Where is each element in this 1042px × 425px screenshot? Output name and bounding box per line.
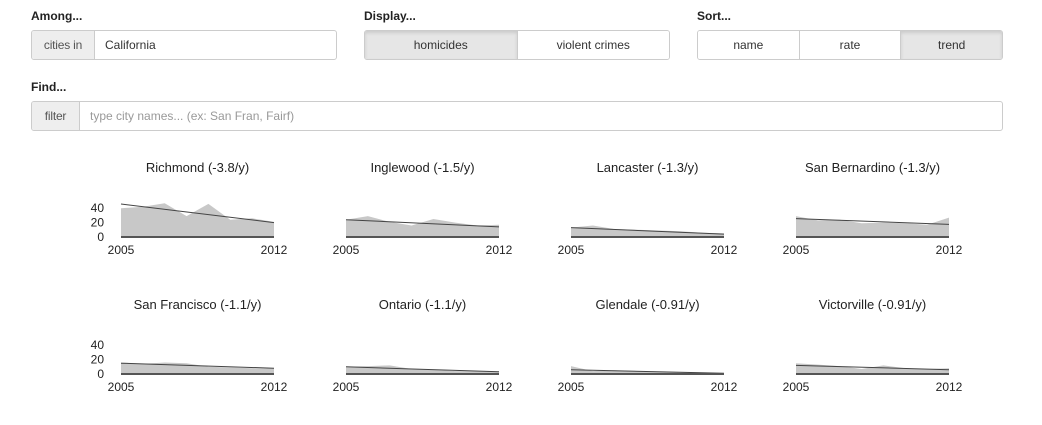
x-tick-label: 2012 [711,243,738,257]
among-label: Among... [31,9,83,23]
x-tick-label: 2012 [936,243,963,257]
sort-label: Sort... [697,9,732,23]
x-tick-label: 2005 [108,243,135,257]
chart-title: Glendale (-0.91/y) [595,297,699,312]
trend-line [795,364,950,371]
chart-title: Inglewood (-1.5/y) [370,160,474,175]
trend-line [345,219,500,228]
display-homicides-button[interactable]: homicides [365,31,517,59]
area-series [796,363,949,374]
x-tick-label: 2012 [261,243,288,257]
x-tick-label: 2005 [333,380,360,394]
area-series [571,225,724,237]
chart-title: Richmond (-3.8/y) [146,160,249,175]
sort-toggle-group: name rate trend [697,30,1003,60]
sort-rate-button[interactable]: rate [798,31,901,59]
find-input-group: filter [31,101,1003,131]
x-tick-label: 2005 [783,380,810,394]
city-chart[interactable]: Victorville (-0.91/y) 2005 2012 [783,297,963,394]
chart-title: Ontario (-1.1/y) [379,297,466,312]
trend-line [120,203,275,224]
x-tick-label: 2005 [558,380,585,394]
city-filter-input[interactable] [80,102,1002,130]
area-series [346,216,499,237]
x-tick-label: 2012 [936,380,963,394]
x-tick-label: 2012 [486,243,513,257]
x-tick-label: 2012 [486,380,513,394]
y-tick-label: 0 [97,367,104,381]
find-label: Find... [31,80,67,94]
among-input-group: cities in [31,30,337,60]
x-tick-label: 2005 [558,243,585,257]
trend-line [120,362,275,369]
area-series [121,203,274,237]
area-series [121,362,274,374]
x-tick-label: 2012 [711,380,738,394]
trend-line [570,227,725,235]
x-tick-label: 2005 [783,243,810,257]
area-series [346,365,499,374]
display-toggle-group: homicides violent crimes [364,30,670,60]
x-tick-label: 2005 [108,380,135,394]
x-tick-label: 2005 [333,243,360,257]
chart-title: San Bernardino (-1.3/y) [805,160,940,175]
trend-line [795,218,950,225]
display-label: Display... [364,9,416,23]
cities-in-addon: cities in [32,31,95,59]
sort-trend-button[interactable]: trend [900,31,1002,59]
y-tick-label: 20 [91,216,105,230]
y-tick-label: 40 [91,338,105,352]
trend-line [345,366,500,373]
area-series [796,216,949,237]
city-chart[interactable]: Ontario (-1.1/y) 2005 2012 [333,297,513,394]
state-input[interactable] [95,31,336,59]
x-tick-label: 2012 [261,380,288,394]
display-violent-crimes-button[interactable]: violent crimes [516,31,669,59]
city-chart[interactable]: Inglewood (-1.5/y) 2005 2012 [333,160,513,257]
city-chart[interactable]: San Bernardino (-1.3/y) 2005 2012 [783,160,963,257]
y-tick-label: 40 [91,201,105,215]
city-chart[interactable]: Lancaster (-1.3/y) 2005 2012 [558,160,738,257]
chart-title: Victorville (-0.91/y) [819,297,926,312]
y-tick-label: 0 [97,230,104,244]
filter-addon: filter [32,102,80,130]
trend-line [570,369,725,374]
y-tick-label: 20 [91,353,105,367]
chart-title: San Francisco (-1.1/y) [134,297,262,312]
chart-title: Lancaster (-1.3/y) [597,160,699,175]
sort-name-button[interactable]: name [698,31,799,59]
area-series [571,366,724,374]
city-chart[interactable]: Glendale (-0.91/y) 2005 2012 [558,297,738,394]
